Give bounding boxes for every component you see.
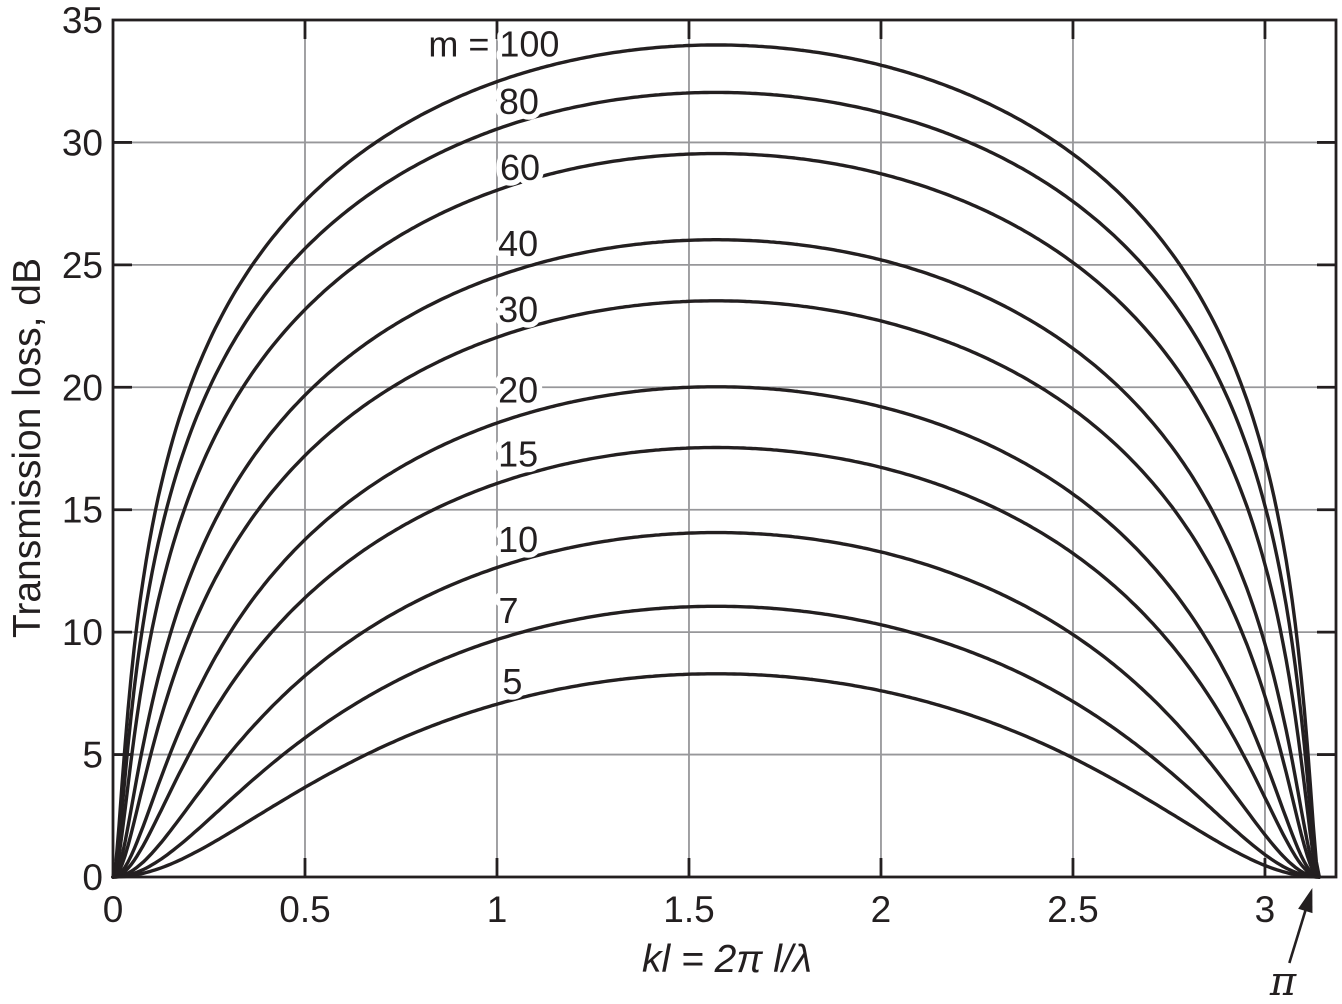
- x-tick-label: 2.5: [1047, 889, 1098, 930]
- curve-m=60: [111, 151, 1321, 879]
- curve-m=80: [111, 90, 1321, 879]
- y-axis-title: Transmission loss, dB: [6, 258, 49, 638]
- pi-arrowhead: [1298, 888, 1313, 914]
- y-tick-label: 25: [62, 245, 103, 286]
- curve-m=20: [111, 385, 1321, 879]
- curve-label-layer: m = 100 80 60 40 30 20 15 10 7 5: [423, 18, 565, 708]
- curve-label-m=5: 5: [502, 661, 522, 702]
- y-tick-label: 20: [62, 367, 103, 408]
- curve-label-m=15: 15: [498, 433, 538, 474]
- curve-label-m=60: 60: [500, 147, 540, 188]
- y-tick-label: 10: [62, 612, 103, 653]
- curve-m=100: [111, 43, 1321, 879]
- curve-m=7: [111, 604, 1321, 879]
- pi-arrow-line: [1288, 906, 1308, 964]
- curve-m=10: [111, 530, 1321, 879]
- x-tick-label: 3: [1255, 889, 1276, 930]
- x-tick-label: 1: [487, 889, 508, 930]
- curve-label-m=100: m = 100: [428, 23, 559, 64]
- curve-label-m=7: 7: [498, 590, 518, 631]
- y-tick-label: 35: [62, 0, 103, 41]
- y-tick-label: 30: [62, 122, 103, 163]
- curve-m=5: [111, 672, 1321, 879]
- curve-layer: [111, 43, 1321, 879]
- pi-label: π: [1269, 959, 1297, 1004]
- y-tick-label: 15: [62, 490, 103, 531]
- grid-layer: [113, 20, 1336, 877]
- tick-layer: [113, 20, 1336, 877]
- pi-arrow: [1288, 888, 1313, 964]
- curve-label-m=80: 80: [499, 81, 539, 122]
- curve-m=15: [111, 445, 1321, 879]
- curve-m=40: [111, 238, 1321, 879]
- pi-annotation: π: [1269, 888, 1313, 1004]
- x-tick-label: 2: [871, 889, 892, 930]
- x-tick-label: 0.5: [279, 889, 330, 930]
- y-tick-label: 0: [82, 857, 103, 898]
- curve-label-m=10: 10: [498, 519, 538, 560]
- curve-label-m=40: 40: [498, 223, 538, 264]
- curve-m=30: [111, 299, 1321, 879]
- x-tick-label: 1.5: [663, 889, 714, 930]
- plot-frame: [111, 18, 1338, 879]
- x-axis-title: kl = 2π l/λ: [642, 938, 812, 981]
- y-tick-label: 5: [82, 735, 103, 776]
- curve-label-m=30: 30: [498, 289, 538, 330]
- x-tick-label: 0: [103, 889, 124, 930]
- curve-label-m=20: 20: [498, 370, 538, 411]
